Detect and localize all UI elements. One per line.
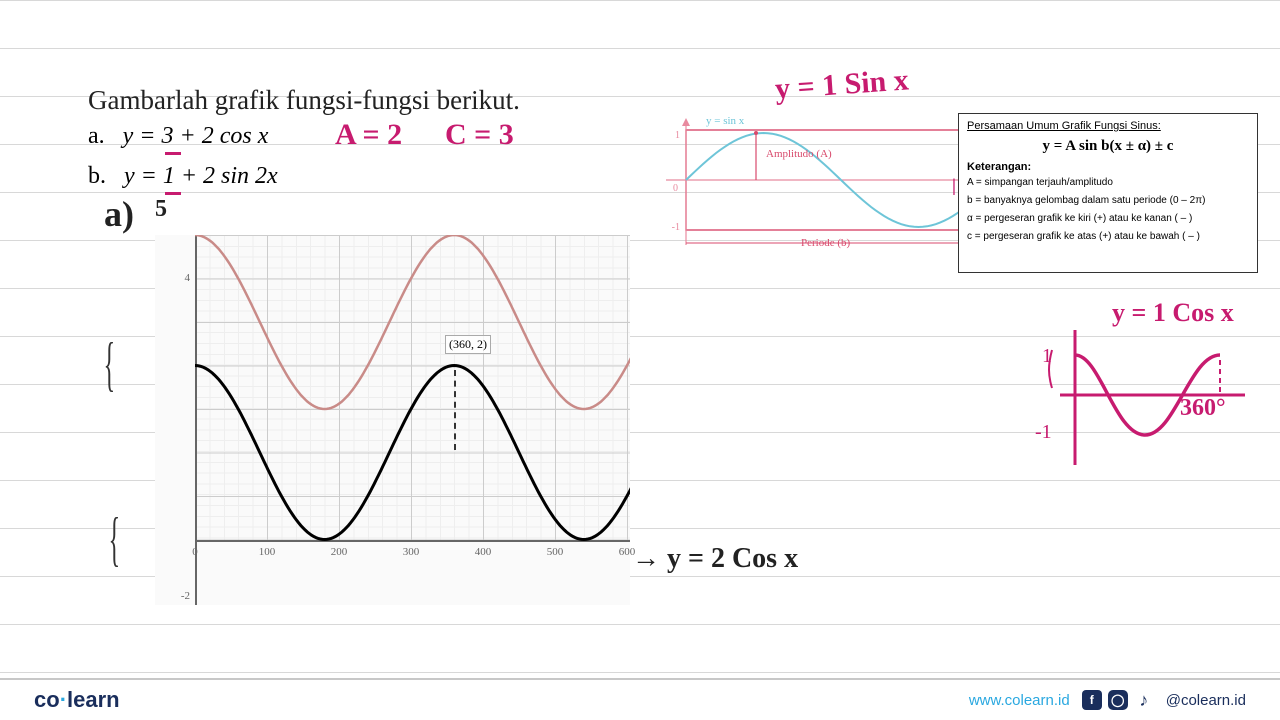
footer-handle: @colearn.id	[1166, 692, 1246, 709]
footer: co·learn www.colearn.id f ◯ ♪ @colearn.i…	[0, 678, 1280, 720]
ytick-4: 4	[165, 272, 190, 284]
xtick-200: 200	[319, 546, 359, 558]
mini-period-label: Periode (b)	[801, 237, 850, 249]
hw-part-a: a)	[104, 193, 134, 235]
xtick-500: 500	[535, 546, 575, 558]
brace-top-icon: {	[104, 330, 116, 399]
question-item-b: b. y = 1 + 2 sin 2x	[88, 163, 278, 190]
hw-tick-A: |	[952, 175, 956, 196]
svg-text:-1: -1	[672, 222, 680, 233]
formula-equation: y = A sin b(x ± α) ± c	[967, 138, 1249, 155]
xtick-600: 600	[607, 546, 647, 558]
facebook-icon: f	[1082, 690, 1102, 710]
mini-cos-sketch: 1 -1	[1030, 320, 1255, 470]
xtick-0: 0	[175, 546, 215, 558]
hw-five: 5	[155, 196, 167, 223]
footer-url: www.colearn.id	[969, 692, 1070, 709]
svg-text:0: 0	[673, 183, 678, 194]
brace-bot-icon: {	[109, 505, 121, 574]
dash-360	[454, 370, 456, 450]
underline-1	[165, 192, 181, 195]
formula-row: c = pergeseran grafik ke atas (+) atau k…	[967, 230, 1249, 243]
formula-box: Persamaan Umum Grafik Fungsi Sinus: y = …	[958, 113, 1258, 273]
formula-title: Persamaan Umum Grafik Fungsi Sinus:	[967, 120, 1249, 132]
ytick-neg2: -2	[165, 590, 190, 602]
svg-text:-1: -1	[1035, 421, 1052, 443]
social-icons: f ◯ ♪	[1082, 690, 1154, 710]
logo: co·learn	[34, 687, 120, 713]
underline-3	[165, 152, 181, 155]
question-item-a: a. y = 3 + 2 cos x	[88, 123, 268, 150]
xtick-100: 100	[247, 546, 287, 558]
hw-y-2cos-x: → y = 2 Cos x	[632, 543, 798, 575]
xtick-400: 400	[463, 546, 503, 558]
xtick-300: 300	[391, 546, 431, 558]
main-chart: 0 100 200 300 400 500 600 4 -2 (360, 2)	[155, 235, 630, 605]
svg-text:1: 1	[675, 130, 680, 141]
hw-a-equals-2: A = 2	[335, 118, 402, 152]
tiktok-icon: ♪	[1134, 690, 1154, 710]
mini-eq-label: y = sin x	[706, 115, 744, 127]
point-360-2: (360, 2)	[445, 335, 491, 354]
formula-ket-label: Keterangan:	[967, 161, 1249, 173]
formula-row: A = simpangan terjauh/amplitudo	[967, 176, 1249, 189]
question-title: Gambarlah grafik fungsi-fungsi berikut.	[88, 85, 520, 116]
hw-c-equals-3: C = 3	[445, 118, 514, 152]
mini-amp-label: Amplitudo (A)	[766, 148, 832, 160]
formula-row: b = banyaknya gelombag dalam satu period…	[967, 194, 1249, 207]
formula-row: α = pergeseran grafik ke kiri (+) atau k…	[967, 212, 1249, 225]
instagram-icon: ◯	[1108, 690, 1128, 710]
